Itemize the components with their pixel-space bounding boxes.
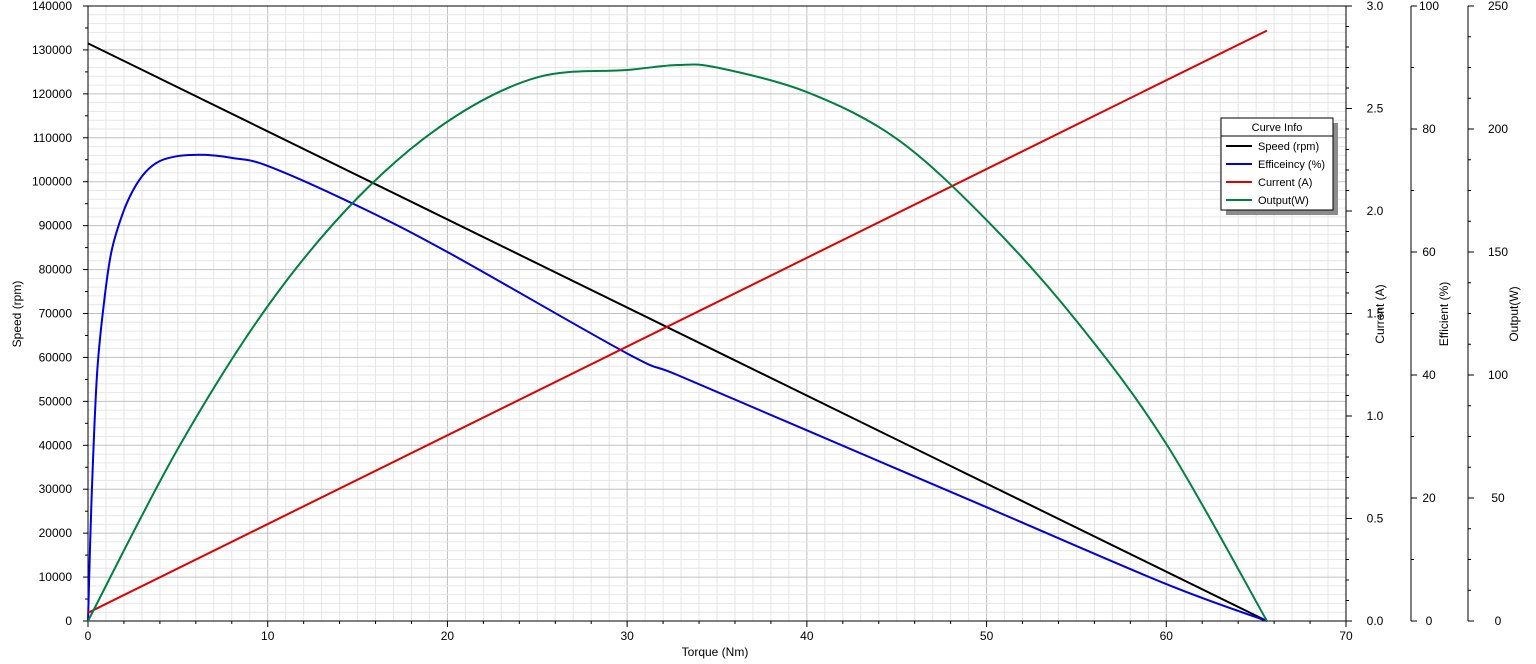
y-tick-label-current: 3.0 [1367,0,1384,13]
legend-title: Curve Info [1252,122,1303,134]
series-layer [87,29,1268,622]
y-tick-label-current: 1.0 [1367,409,1384,423]
y-tick-label-speed: 100000 [32,175,72,189]
x-tick-label: 50 [980,629,994,643]
y-axis-title-speed: Speed (rpm) [10,281,24,348]
legend-entry: Efficeincy (%) [1258,159,1325,171]
y-tick-label-speed: 80000 [39,263,73,277]
y-tick-label-output: 0 [1495,614,1502,628]
y-tick-label-speed: 30000 [39,482,73,496]
y-tick-label-efficiency: 0 [1426,614,1433,628]
y-tick-label-speed: 90000 [39,219,73,233]
series-line-speed [87,42,1268,622]
y-tick-label-current: 0.0 [1367,614,1384,628]
x-tick-label: 20 [441,629,455,643]
y-tick-label-speed: 20000 [39,526,73,540]
y-tick-label-efficiency: 100 [1419,0,1439,13]
x-axis-title: Torque (Nm) [682,645,749,659]
y-tick-label-output: 50 [1491,491,1505,505]
series-line-current [87,29,1268,614]
y-tick-label-efficiency: 40 [1422,368,1436,382]
y-axis-title-efficiency: Efficient (%) [1437,282,1451,346]
x-tick-label: 10 [261,629,275,643]
y-tick-label-speed: 110000 [33,131,72,145]
y-tick-label-output: 150 [1488,245,1508,259]
x-tick-label: 60 [1160,629,1174,643]
y-tick-label-speed: 140000 [32,0,72,13]
y-axes-right: 0.0 0.5 1.0 1.5 2.0 2.5 3.0 0 20 40 60 80 100 0 50 100 1… [1346,0,1508,628]
y-tick-label-output: 250 [1488,0,1508,13]
y-tick-label-speed: 0 [65,614,72,628]
y-tick-label-speed: 10000 [39,570,73,584]
y-tick-label-speed: 40000 [39,438,73,452]
y-tick-label-speed: 130000 [32,43,72,57]
y-axis-title-output: Output(W) [1507,286,1521,341]
y-tick-label-efficiency: 20 [1422,491,1436,505]
y-tick-label-speed: 50000 [39,394,73,408]
y-tick-label-output: 200 [1488,122,1508,136]
x-tick-label: 30 [620,629,634,643]
y-tick-label-efficiency: 80 [1422,122,1436,136]
y-tick-label-current: 2.0 [1367,204,1384,218]
legend: Curve Info Speed (rpm) Efficeincy (%) Curr… [1220,117,1338,215]
x-tick-label: 70 [1339,629,1353,643]
y-tick-label-current: 2.5 [1367,102,1384,116]
x-tick-label: 0 [85,629,92,643]
grid-layer [87,5,1347,622]
y-axis-speed: 0 10000 20000 30000 40000 50000 60000 70000 8000… [32,0,88,628]
y-tick-label-speed: 120000 [32,87,72,101]
legend-entry: Output(W) [1258,195,1309,207]
y-tick-label-speed: 60000 [39,350,73,364]
series-line-efficiency [87,153,1268,622]
y-tick-label-current: 0.5 [1367,512,1384,526]
x-axis: 0 10 20 30 40 50 60 70 [85,621,1353,643]
x-tick-label: 40 [800,629,814,643]
series-line-output [87,63,1268,622]
y-tick-label-current: 1.5 [1367,307,1384,321]
y-tick-label-efficiency: 60 [1422,245,1436,259]
y-tick-label-output: 100 [1488,368,1508,382]
legend-entry: Current (A) [1258,177,1312,189]
y-axis-title-current: Current (A) [1373,284,1387,343]
y-tick-label-speed: 70000 [39,307,73,321]
legend-entry: Speed (rpm) [1258,141,1319,153]
